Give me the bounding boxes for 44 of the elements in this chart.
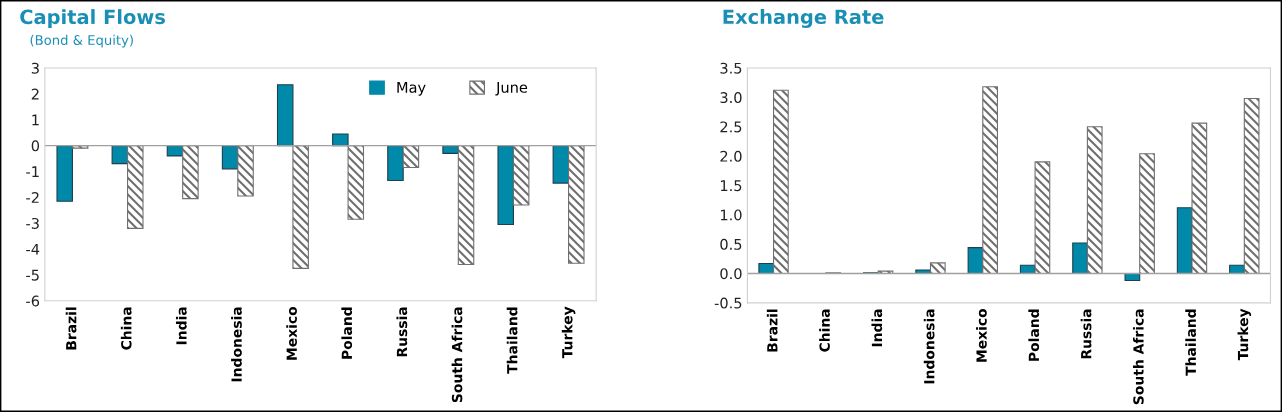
y-tick-label: -0.5 <box>714 297 742 309</box>
x-tick-label: Mexico <box>976 308 987 362</box>
legend-label: May <box>397 81 426 96</box>
x-tick-label: Indonesia <box>231 307 242 382</box>
x-tick-label: Russia <box>1080 309 1092 359</box>
x-tick-label: Thailand <box>506 307 518 374</box>
y-tick-label: -4 <box>26 243 40 255</box>
x-tick-label: Turkey <box>1237 308 1252 361</box>
y-tick-label: -1 <box>26 166 39 177</box>
y-tick-label: 3.0 <box>720 92 742 104</box>
chart-subtitle: (Bond & Equity) <box>30 34 133 48</box>
x-tick-label: India <box>175 307 187 345</box>
y-tick-label: 0 <box>31 140 40 152</box>
x-tick-label: South Africa <box>1132 309 1144 405</box>
x-tick-label: Brazil <box>65 307 77 350</box>
x-tick-label: Mexico <box>286 306 297 360</box>
x-tick-label: Poland <box>341 307 353 359</box>
y-tick-label: -6 <box>26 295 40 307</box>
y-tick-label: 1.0 <box>720 209 742 221</box>
y-tick-label: 1.5 <box>720 180 742 192</box>
x-tick-label: India <box>871 309 883 347</box>
y-tick-label: 2 <box>31 88 39 100</box>
legend-label: June <box>495 81 528 96</box>
chart-title: Exchange Rate <box>723 9 884 29</box>
x-tick-label: Russia <box>396 307 408 357</box>
y-tick-label: 0.5 <box>720 238 742 250</box>
y-tick-label: 3.5 <box>720 62 742 74</box>
y-tick-label: 2.0 <box>720 150 742 162</box>
y-tick-label: -3 <box>26 217 39 229</box>
x-tick-label: China <box>819 309 830 352</box>
y-tick-label: -5 <box>26 269 39 281</box>
x-tick-label: South Africa <box>451 307 463 403</box>
y-tick-label: 2.5 <box>720 121 742 133</box>
x-tick-label: Poland <box>1028 309 1040 361</box>
y-tick-label: -2 <box>26 192 39 203</box>
x-tick-label: Thailand <box>1185 309 1197 376</box>
x-tick-label: China <box>120 307 132 350</box>
x-tick-label: Brazil <box>766 309 778 352</box>
x-tick-label: Turkey <box>561 306 576 359</box>
y-tick-label: 0.0 <box>720 268 742 280</box>
x-tick-label: Indonesia <box>923 309 935 384</box>
y-tick-label: 1 <box>32 114 39 126</box>
y-tick-label: 3 <box>31 62 39 74</box>
chart-title: Capital Flows <box>20 9 165 28</box>
